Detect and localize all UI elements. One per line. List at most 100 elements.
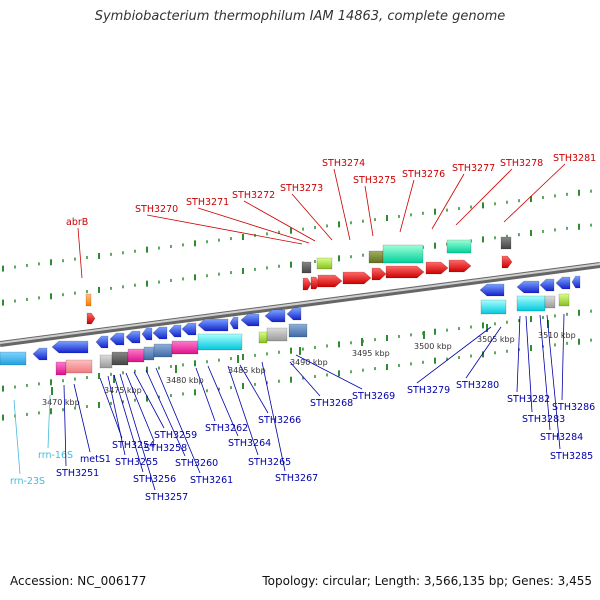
feature-box [558,293,570,307]
gene-leader-line [99,377,123,439]
forward-gene [425,261,449,275]
gene-label: STH3280 [456,380,499,391]
gene-leader-line [333,168,351,241]
feature-box [0,351,27,366]
accession-label: Accession: NC_006177 [10,574,147,588]
reverse-gene [479,283,505,297]
gene-leader-line [291,193,333,241]
reverse-gene [286,307,302,321]
gene-label: STH3267 [275,473,318,484]
gene-label: STH3261 [190,475,233,486]
reverse-gene [571,275,581,289]
gene-label: STH3262 [205,423,248,434]
gene-leader-line [503,163,566,223]
gene-leader-line [364,185,374,237]
gene-leader-line [197,207,310,244]
reverse-gene [539,278,555,292]
feature-box [316,257,333,270]
gene-label: STH3270 [135,204,178,215]
reverse-gene [32,347,48,361]
gene-leader-line [146,214,303,245]
gene-leader-line [546,314,561,450]
gene-label: rrn-23S [10,476,45,487]
gene-leader-line [243,200,316,242]
scale-label: 3470 kbp [42,398,80,407]
gene-label: STH3271 [186,197,229,208]
feature-box [500,236,512,250]
forward-gene [86,312,96,325]
feature-box [301,261,312,274]
gene-label: STH3272 [232,190,275,201]
feature-box [143,346,155,361]
forward-gene [310,276,321,290]
feature-box [544,295,556,309]
gene-leader-line [125,372,155,442]
reverse-gene [181,322,197,336]
gene-label: STH3285 [550,451,593,462]
scale-label: 3505 kbp [477,335,515,344]
reverse-gene [240,313,260,327]
feature-box [258,331,268,344]
reverse-gene [555,276,571,290]
gene-label: STH3273 [280,183,323,194]
gene-label: STH3256 [133,474,176,485]
gene-label: STH3266 [258,415,301,426]
forward-gene [342,271,372,285]
gene-label: STH3277 [452,163,495,174]
scale-label: 3490 kbp [290,358,328,367]
reverse-gene [141,327,153,341]
gene-leader-line [47,394,51,449]
scale-label: 3485 kbp [228,366,266,375]
gene-leader-line [561,313,565,401]
gene-features [0,236,581,376]
gene-label: STH3278 [500,158,543,169]
gene-leader-line [63,384,67,467]
reverse-gene [109,332,125,346]
gene-label: STH3281 [553,153,596,164]
gene-label: STH3275 [353,175,396,186]
feature-box [382,244,424,264]
reverse-gene [152,326,168,340]
gene-leader-line [119,373,156,491]
gene-label: metS1 [80,454,111,465]
gene-label: rrn-16S [38,450,73,461]
page-title: Symbiobacterium thermophilum IAM 14863, … [94,9,506,24]
gene-leader-line [133,371,165,429]
gene-leader-line [295,354,363,390]
gene-label: STH3255 [115,457,158,468]
forward-gene [448,259,472,273]
forward-gene [302,277,312,291]
feature-box [368,250,384,264]
feature-box [99,354,113,369]
feature-box [153,343,173,358]
gene-label: STH3286 [552,402,595,413]
reverse-gene [516,280,540,294]
gene-label: STH3279 [407,385,450,396]
gene-label: STH3269 [352,391,395,402]
gene-leader-line [145,369,186,457]
gene-label: STH3268 [310,398,353,409]
forward-gene [501,255,513,269]
gene-leader-line [13,399,21,475]
gene-leader-line [239,364,269,414]
scale-label: 3480 kbp [166,376,204,385]
topology-label: Topology: circular; Length: 3,566,135 bp… [262,574,592,588]
gene-leader-line [261,361,286,472]
gene-label: STH3282 [507,394,550,405]
feature-box [85,293,92,307]
gene-leader-line [195,367,216,422]
gene-leader-line [539,314,551,431]
feature-box [480,299,507,315]
feature-box [65,359,93,374]
forward-gene [385,265,425,279]
reverse-gene [125,330,141,344]
gene-label: STH3283 [522,414,565,425]
gene-leader-line [525,315,533,413]
reverse-gene [264,309,286,323]
feature-box [55,361,67,376]
reverse-gene [229,316,239,330]
gene-label: STH3260 [175,458,218,469]
gene-label: STH3265 [248,457,291,468]
